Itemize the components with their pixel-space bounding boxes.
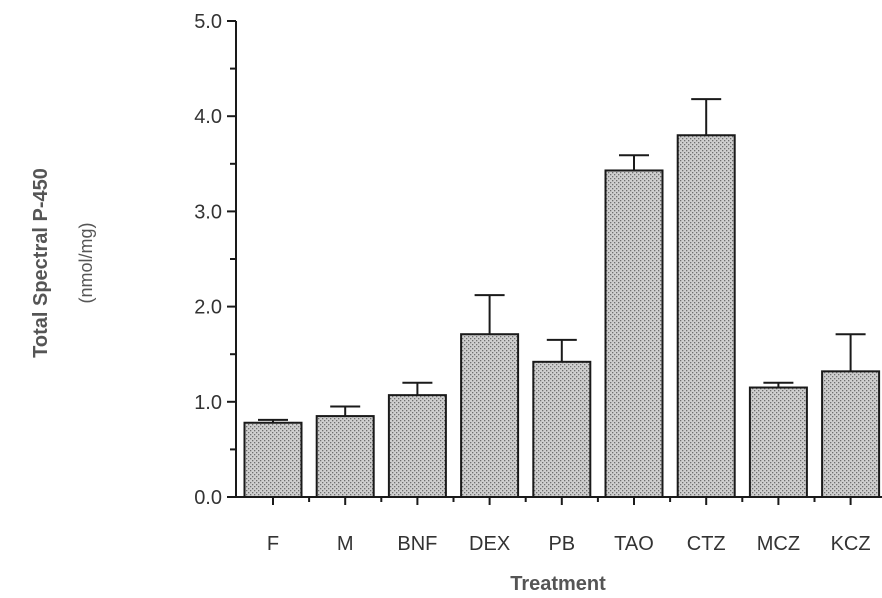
x-axis: F M BNF DEX PB TAO CTZ MCZ KCZ [236, 496, 882, 555]
bar-f [243, 421, 303, 498]
y-tick-label: 0.0 [194, 487, 222, 509]
bars-group [243, 134, 881, 499]
x-tick-label-kcz: KCZ [831, 533, 871, 555]
bar-ctz [676, 134, 736, 499]
bar-pb [532, 360, 592, 499]
x-tick-label-mcz: MCZ [757, 533, 800, 555]
y-axis-title: Total Spectral P-450 [30, 168, 52, 358]
y-tick-label: 4.0 [194, 106, 222, 128]
x-tick-label-ctz: CTZ [687, 533, 726, 555]
y-axis-label-group: Total Spectral P-450 (nmol/mg) [30, 168, 96, 358]
y-tick-label: 5.0 [194, 11, 222, 33]
y-tick-label: 2.0 [194, 297, 222, 319]
x-tick-label-dex: DEX [469, 533, 510, 555]
x-tick-label-m: M [337, 533, 354, 555]
x-axis-title: Treatment [510, 573, 606, 595]
bar-kcz [821, 370, 881, 498]
x-tick-label-bnf: BNF [397, 533, 437, 555]
bar-mcz [748, 386, 808, 498]
x-tick-label-f: F [267, 533, 279, 555]
y-axis-unit: (nmol/mg) [76, 222, 96, 303]
y-axis: 0.0 1.0 2.0 3.0 4.0 5.0 [194, 11, 237, 509]
y-tick-label: 1.0 [194, 392, 222, 414]
bar-m [315, 415, 375, 498]
error-bars-group [258, 98, 866, 423]
bar-bnf [387, 394, 447, 498]
y-tick-label: 3.0 [194, 201, 222, 223]
x-tick-label-pb: PB [548, 533, 575, 555]
bar-tao [604, 169, 664, 499]
x-tick-label-tao: TAO [614, 533, 654, 555]
bar-dex [460, 333, 520, 499]
